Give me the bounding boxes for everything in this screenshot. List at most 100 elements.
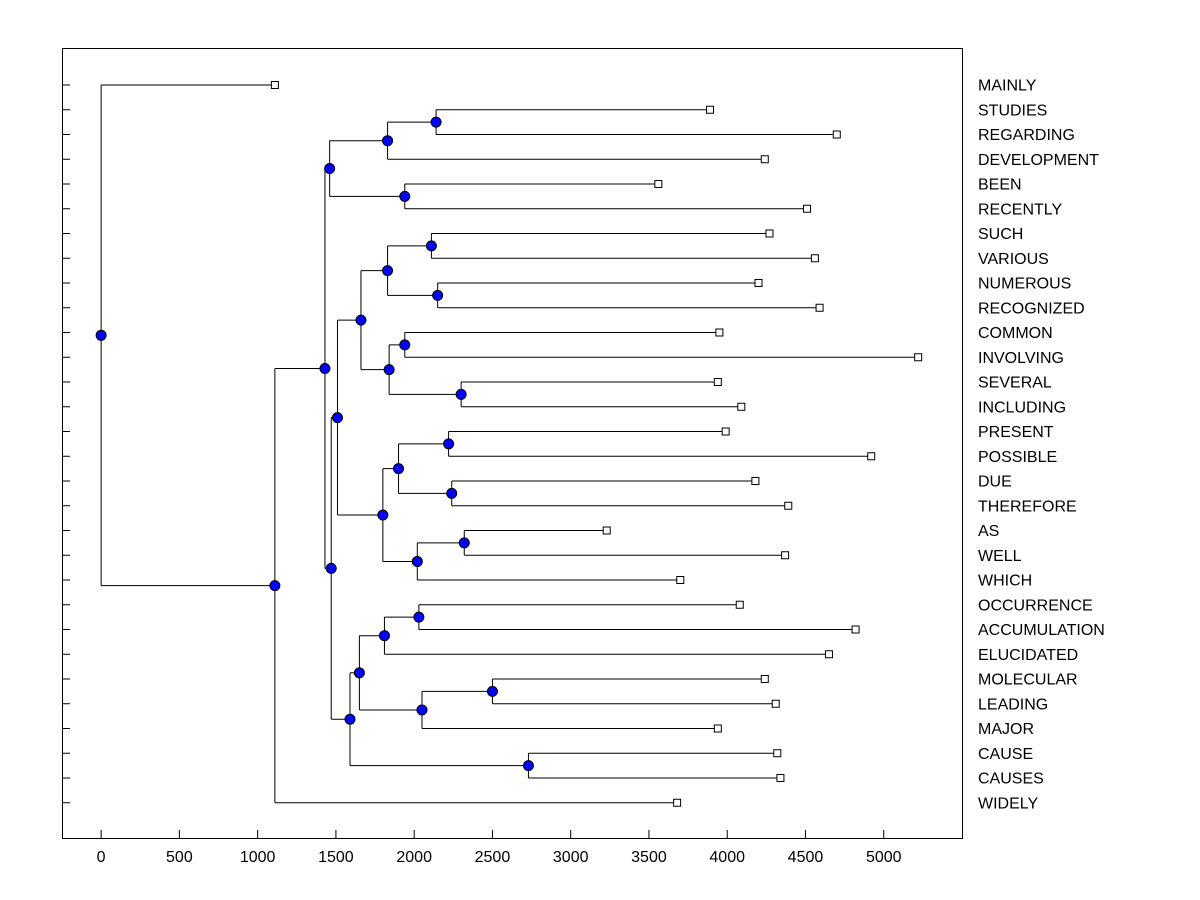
merge-nodes (95, 116, 534, 772)
x-tick-label: 500 (166, 849, 193, 866)
leaf-label-well: WELL (978, 548, 1022, 565)
merge-node-m8 (399, 339, 411, 351)
leaf-marker-due (751, 477, 760, 485)
leaf-marker-regarding (832, 130, 841, 139)
merge-node-m4 (324, 163, 336, 175)
merge-node-m13 (446, 487, 458, 499)
merge-node-m2 (382, 135, 394, 147)
leaf-label-recognized: RECOGNIZED (978, 300, 1085, 317)
x-tick-label: 3500 (631, 849, 667, 866)
leaf-label-present: PRESENT (978, 424, 1054, 441)
leaf-marker-cause (773, 749, 782, 758)
leaf-marker-molecular (760, 675, 769, 683)
merge-node-m22 (416, 704, 428, 716)
leaf-marker-occurrence (735, 600, 744, 609)
leaf-marker-possible (867, 452, 876, 461)
merge-node-m17 (377, 509, 389, 521)
merge-node-m19 (413, 611, 425, 623)
merge-node-m1 (430, 116, 442, 128)
merge-node-m10 (383, 364, 395, 376)
merge-node-m12 (443, 438, 455, 450)
x-tick-label: 4000 (709, 849, 745, 866)
merge-node-m20 (378, 630, 390, 642)
leaf-label-various: VARIOUS (978, 251, 1049, 268)
leaf-marker-involving (914, 353, 923, 362)
leaf-marker-including (737, 402, 746, 411)
leaf-label-been: BEEN (978, 177, 1022, 194)
dendrogram-links (100, 84, 919, 804)
leaf-marker-widely (673, 798, 682, 807)
merge-node-m23 (353, 667, 365, 679)
leaf-label-therefore: THEREFORE (978, 498, 1077, 515)
leaf-marker-which (676, 576, 685, 584)
merge-node-m24 (522, 760, 534, 772)
merge-node-m21 (486, 685, 498, 697)
leaf-marker-as (602, 526, 611, 535)
leaf-marker-therefore (784, 501, 793, 510)
leaf-label-accumulation: ACCUMULATION (978, 622, 1105, 639)
leaf-label-several: SEVERAL (978, 375, 1052, 392)
leaf-label-leading: LEADING (978, 696, 1048, 713)
leaf-label-cause: CAUSE (978, 746, 1033, 763)
leaf-label-such: SUCH (978, 226, 1023, 243)
leaf-marker-such (765, 229, 774, 238)
merge-node-m3 (399, 190, 411, 202)
leaf-markers (270, 81, 923, 807)
leaf-label-involving: INVOLVING (978, 350, 1064, 367)
leaf-marker-accumulation (851, 625, 860, 634)
leaf-label-regarding: REGARDING (978, 127, 1075, 144)
x-tick-label: 5000 (866, 849, 902, 866)
leaf-label-numerous: NUMEROUS (978, 276, 1071, 293)
leaf-label-development: DEVELOPMENT (978, 152, 1099, 169)
leaf-label-possible: POSSIBLE (978, 449, 1057, 466)
leaf-marker-studies (706, 105, 714, 114)
merge-node-m14 (393, 463, 405, 475)
leaf-marker-various (810, 254, 819, 263)
leaf-label-elucidated: ELUCIDATED (978, 647, 1078, 664)
x-tick-label: 2500 (475, 849, 511, 866)
plot-frame (62, 48, 963, 839)
x-tick-label: 2000 (396, 849, 432, 866)
leaf-label-occurrence: OCCURRENCE (978, 597, 1093, 614)
leaf-marker-several (713, 378, 722, 386)
leaf-marker-numerous (754, 279, 763, 287)
merge-node-m29 (95, 329, 107, 341)
merge-node-m18 (331, 412, 343, 424)
leaf-marker-recognized (815, 303, 824, 312)
leaf-label-recently: RECENTLY (978, 201, 1062, 218)
leaf-marker-causes (776, 774, 785, 782)
leaf-marker-present (721, 427, 730, 436)
y-tick-marks (62, 84, 70, 804)
merge-node-m15 (458, 537, 470, 549)
merge-node-m9 (455, 388, 467, 400)
merge-node-m7 (382, 265, 394, 277)
leaf-label-common: COMMON (978, 325, 1053, 342)
leaf-label-studies: STUDIES (978, 102, 1047, 119)
leaf-marker-been (654, 180, 663, 188)
merge-node-m16 (411, 555, 423, 567)
merge-node-m25 (344, 713, 356, 725)
leaf-label-major: MAJOR (978, 721, 1034, 738)
leaf-marker-leading (771, 699, 780, 708)
leaf-label-mainly: MAINLY (978, 78, 1037, 95)
leaf-label-including: INCLUDING (978, 399, 1066, 416)
leaf-label-which: WHICH (978, 573, 1032, 590)
x-tick-label: 3000 (553, 849, 589, 866)
x-tick-label: 0 (97, 849, 106, 866)
merge-node-m6 (432, 289, 444, 301)
leaf-label-widely: WIDELY (978, 795, 1038, 812)
leaf-marker-mainly (270, 81, 279, 89)
merge-node-m26 (325, 562, 337, 574)
merge-node-m27 (319, 362, 331, 374)
merge-node-m11 (355, 314, 367, 326)
leaf-label-molecular: MOLECULAR (978, 672, 1078, 689)
leaf-label-due: DUE (978, 474, 1012, 491)
leaf-marker-elucidated (824, 650, 833, 659)
leaf-marker-common (715, 328, 724, 337)
merge-node-m5 (425, 240, 437, 252)
leaf-label-as: AS (978, 523, 999, 540)
leaf-labels: MAINLY STUDIES REGARDING DEVELOPMENT BEEN REC… (978, 78, 1105, 813)
leaf-label-causes: CAUSES (978, 771, 1044, 788)
x-tick-label: 4500 (788, 849, 824, 866)
leaf-marker-recently (803, 204, 812, 213)
